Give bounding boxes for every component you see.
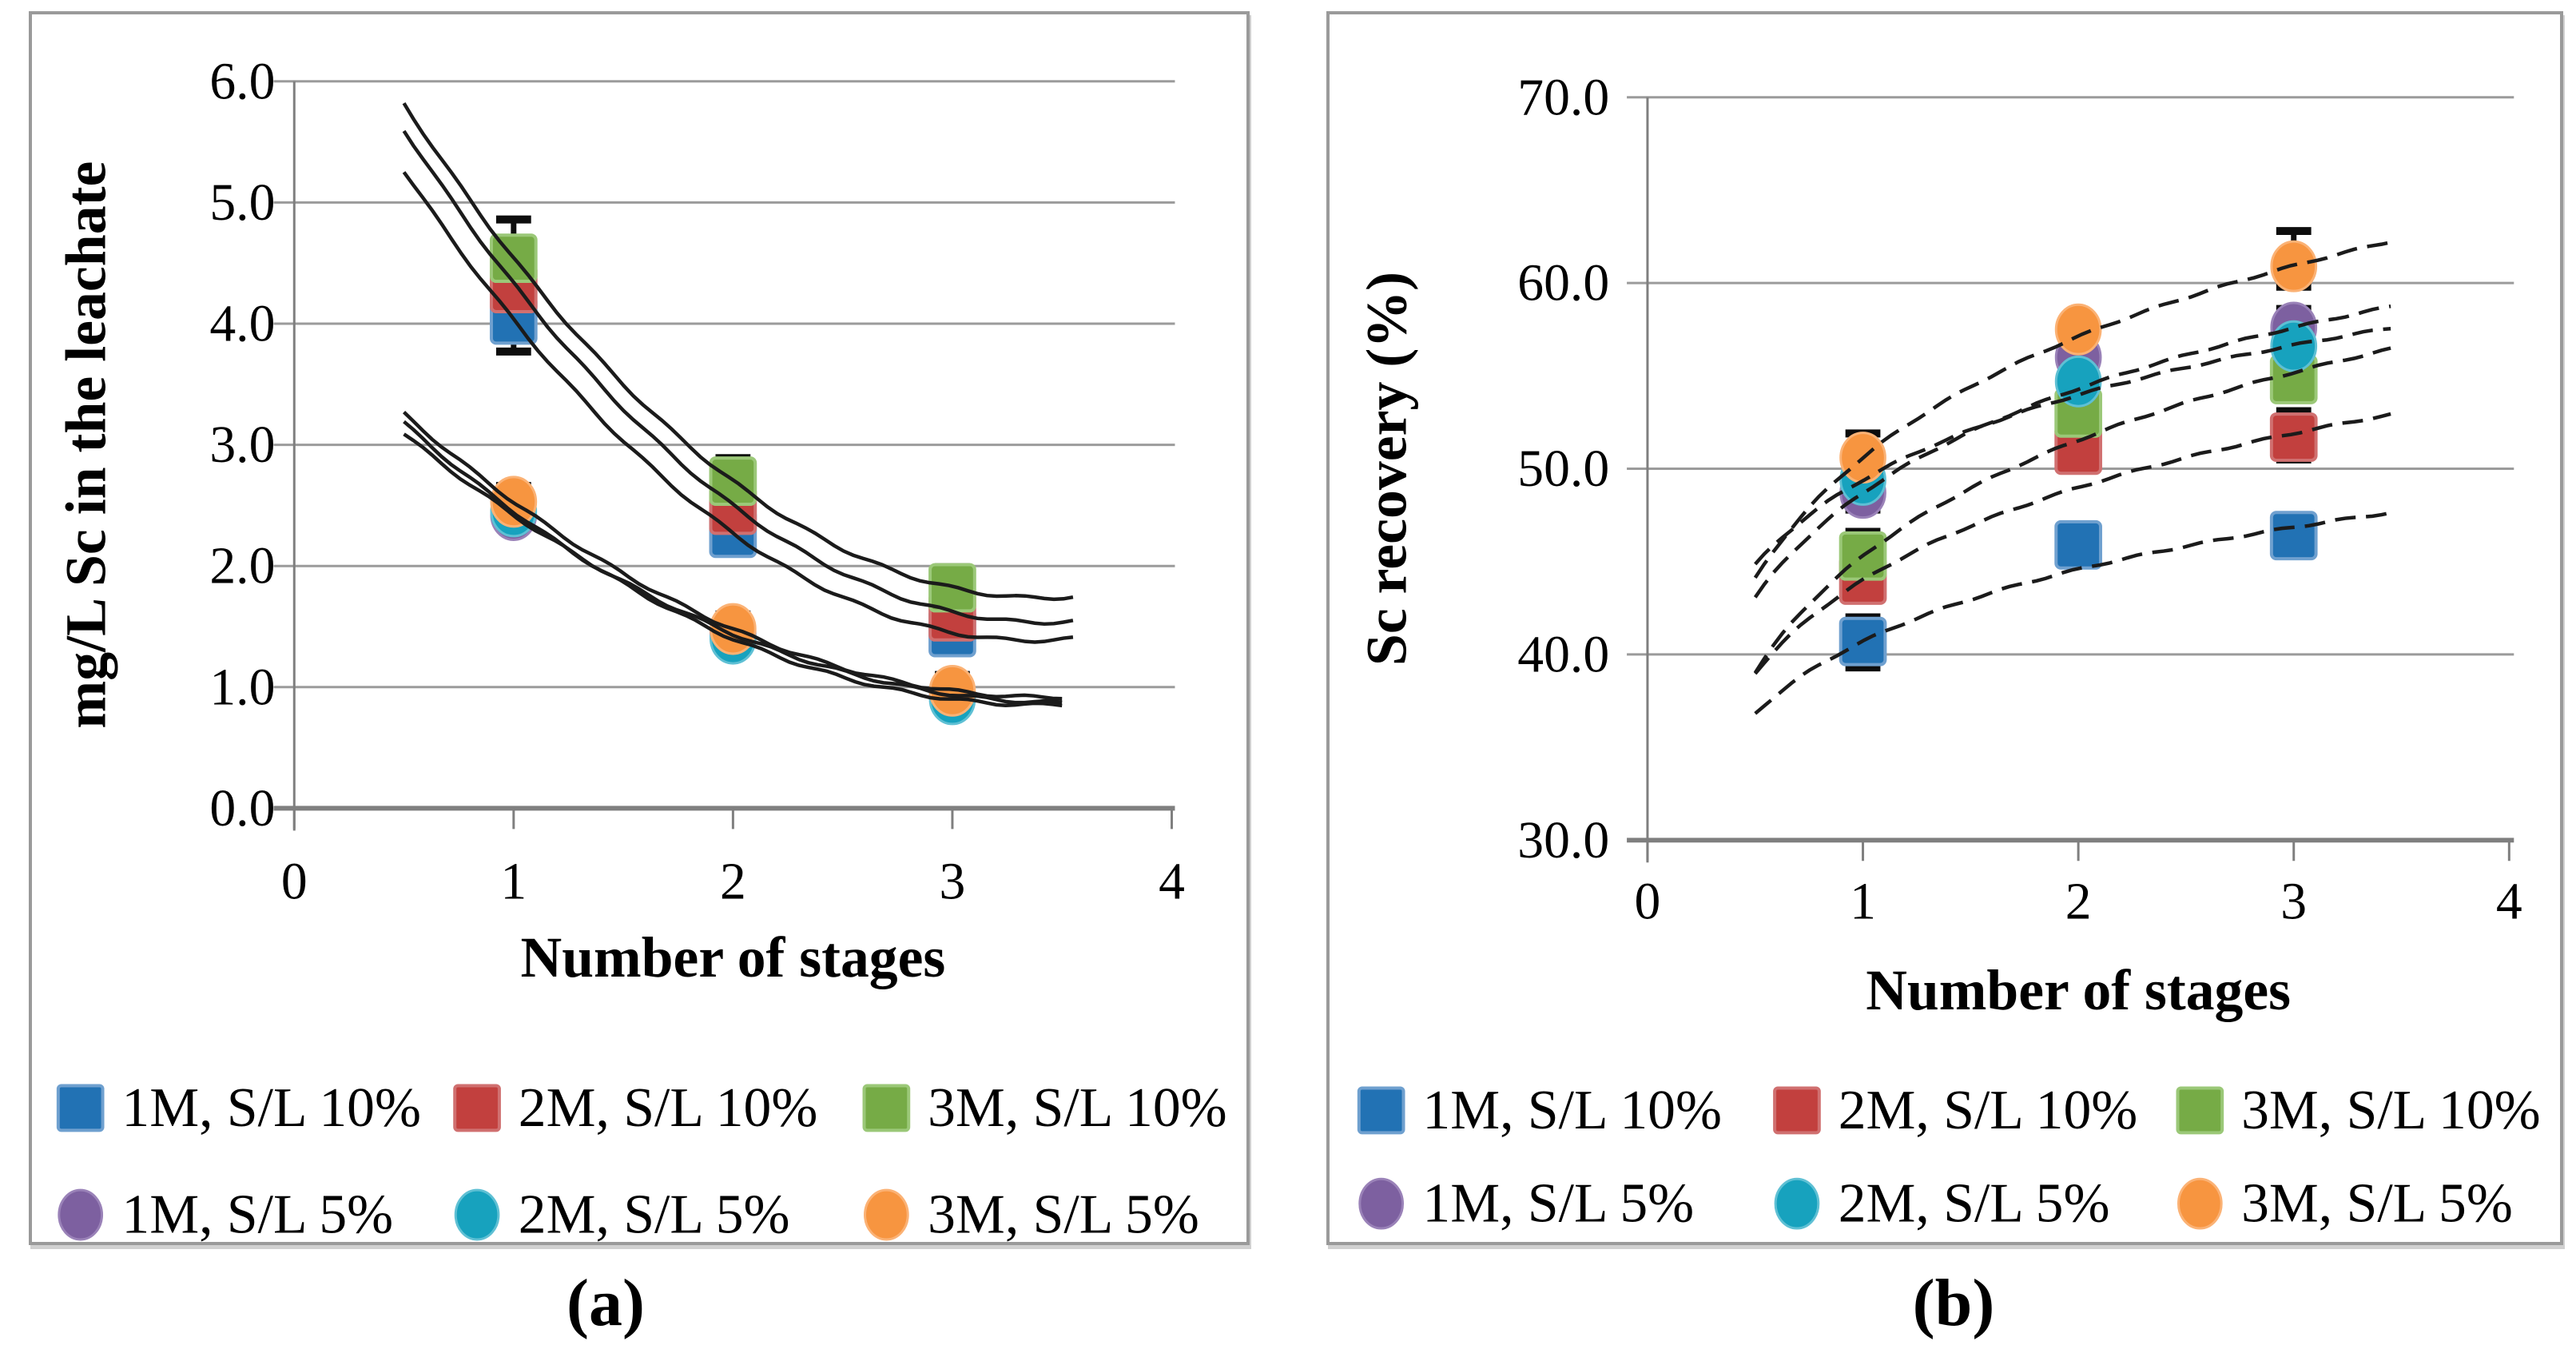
trendline xyxy=(1753,304,2391,599)
chart-b-canvas: 30.0 40.0 50.0 60.0 70.0 0 1 2 3 4 Number of stage… xyxy=(1355,68,2541,1235)
x-tick-label: 4 xyxy=(1159,853,1185,911)
trendline xyxy=(1754,511,2391,715)
y-tick-label: 1.0 xyxy=(209,658,275,716)
trendline xyxy=(402,171,1074,644)
y-axis-title: Sc recovery (%) xyxy=(1355,272,1419,666)
legend-label: 2M, S/L 5% xyxy=(519,1184,790,1242)
legend-marker-blue xyxy=(1357,1086,1405,1135)
trendline xyxy=(402,129,1074,627)
legend-label: 1M, S/L 10% xyxy=(1422,1080,1722,1141)
trendline xyxy=(403,432,1063,705)
trendline xyxy=(1753,241,2391,579)
y-tick-label: 4.0 xyxy=(209,294,275,352)
x-tick-label: 2 xyxy=(2065,873,2092,931)
legend-label: 1M, S/L 5% xyxy=(1422,1173,1694,1235)
x-tick-label: 1 xyxy=(1850,873,1876,931)
caption-a: (a) xyxy=(566,1266,645,1340)
y-tick-label: 6.0 xyxy=(209,52,275,110)
trendline xyxy=(402,410,1063,701)
chart-a-canvas: 0.0 1.0 2.0 3.0 4.0 5.0 6.0 0 1 2 3 4 Number of stag… xyxy=(54,52,1227,1242)
trendline xyxy=(1753,346,2391,675)
legend-marker-teal xyxy=(1774,1177,1820,1230)
legend-marker-purple xyxy=(58,1188,104,1241)
x-tick-label: 3 xyxy=(940,853,966,911)
y-tick-label: 60.0 xyxy=(1517,254,1609,312)
legend-marker-purple xyxy=(1358,1177,1405,1230)
legend-label: 1M, S/L 5% xyxy=(121,1184,393,1242)
legend-marker-green xyxy=(2176,1086,2224,1135)
chart-panel-a: 0.0 1.0 2.0 3.0 4.0 5.0 6.0 0 1 2 3 4 Number of stag… xyxy=(29,11,1250,1245)
data-marker-red xyxy=(2269,412,2318,462)
x-tick-label: 4 xyxy=(2496,873,2522,931)
trendline xyxy=(402,101,1074,602)
y-tick-label: 50.0 xyxy=(1517,440,1609,498)
legend-marker-red xyxy=(453,1084,501,1132)
x-tick-label: 0 xyxy=(281,853,308,911)
y-tick-label: 5.0 xyxy=(209,173,275,232)
x-tick-label: 0 xyxy=(1635,873,1661,931)
y-tick-label: 2.0 xyxy=(209,537,275,595)
legend-marker-teal xyxy=(454,1188,500,1241)
x-axis-title: Number of stages xyxy=(521,925,946,989)
legend-marker-orange xyxy=(2176,1177,2223,1230)
legend-label: 2M, S/L 10% xyxy=(519,1077,818,1139)
data-marker-blue xyxy=(2054,519,2102,570)
trendline xyxy=(403,420,1063,708)
y-tick-label: 30.0 xyxy=(1517,811,1609,870)
x-tick-label: 2 xyxy=(720,853,746,911)
trendline xyxy=(1754,327,2391,566)
y-tick-label: 3.0 xyxy=(209,416,275,474)
x-axis-title: Number of stages xyxy=(1866,958,2291,1022)
y-tick-label: 40.0 xyxy=(1517,625,1609,683)
chart-panel-b: 30.0 40.0 50.0 60.0 70.0 0 1 2 3 4 Number of stage… xyxy=(1326,11,2563,1245)
legend-label: 2M, S/L 5% xyxy=(1839,1173,2110,1235)
legend-label: 3M, S/L 10% xyxy=(2241,1080,2541,1141)
legend-label: 3M, S/L 5% xyxy=(2241,1173,2513,1235)
legend-label: 2M, S/L 10% xyxy=(1839,1080,2138,1141)
legend-marker-green xyxy=(862,1084,911,1132)
legend-marker-blue xyxy=(56,1084,105,1132)
trendline xyxy=(1754,412,2391,675)
x-tick-label: 3 xyxy=(2280,873,2307,931)
legend-label: 3M, S/L 5% xyxy=(928,1184,1199,1242)
data-marker-blue xyxy=(2269,511,2318,561)
y-tick-label: 0.0 xyxy=(209,779,275,838)
legend-label: 3M, S/L 10% xyxy=(928,1077,1227,1139)
caption-b: (b) xyxy=(1912,1266,1995,1340)
legend-label: 1M, S/L 10% xyxy=(121,1077,421,1139)
legend-marker-red xyxy=(1773,1086,1821,1135)
y-axis-title: mg/L Sc in the leachate xyxy=(54,161,118,729)
y-tick-label: 70.0 xyxy=(1517,68,1609,126)
legend-marker-orange xyxy=(864,1188,909,1241)
data-marker-orange xyxy=(2054,303,2102,356)
x-tick-label: 1 xyxy=(500,853,527,911)
